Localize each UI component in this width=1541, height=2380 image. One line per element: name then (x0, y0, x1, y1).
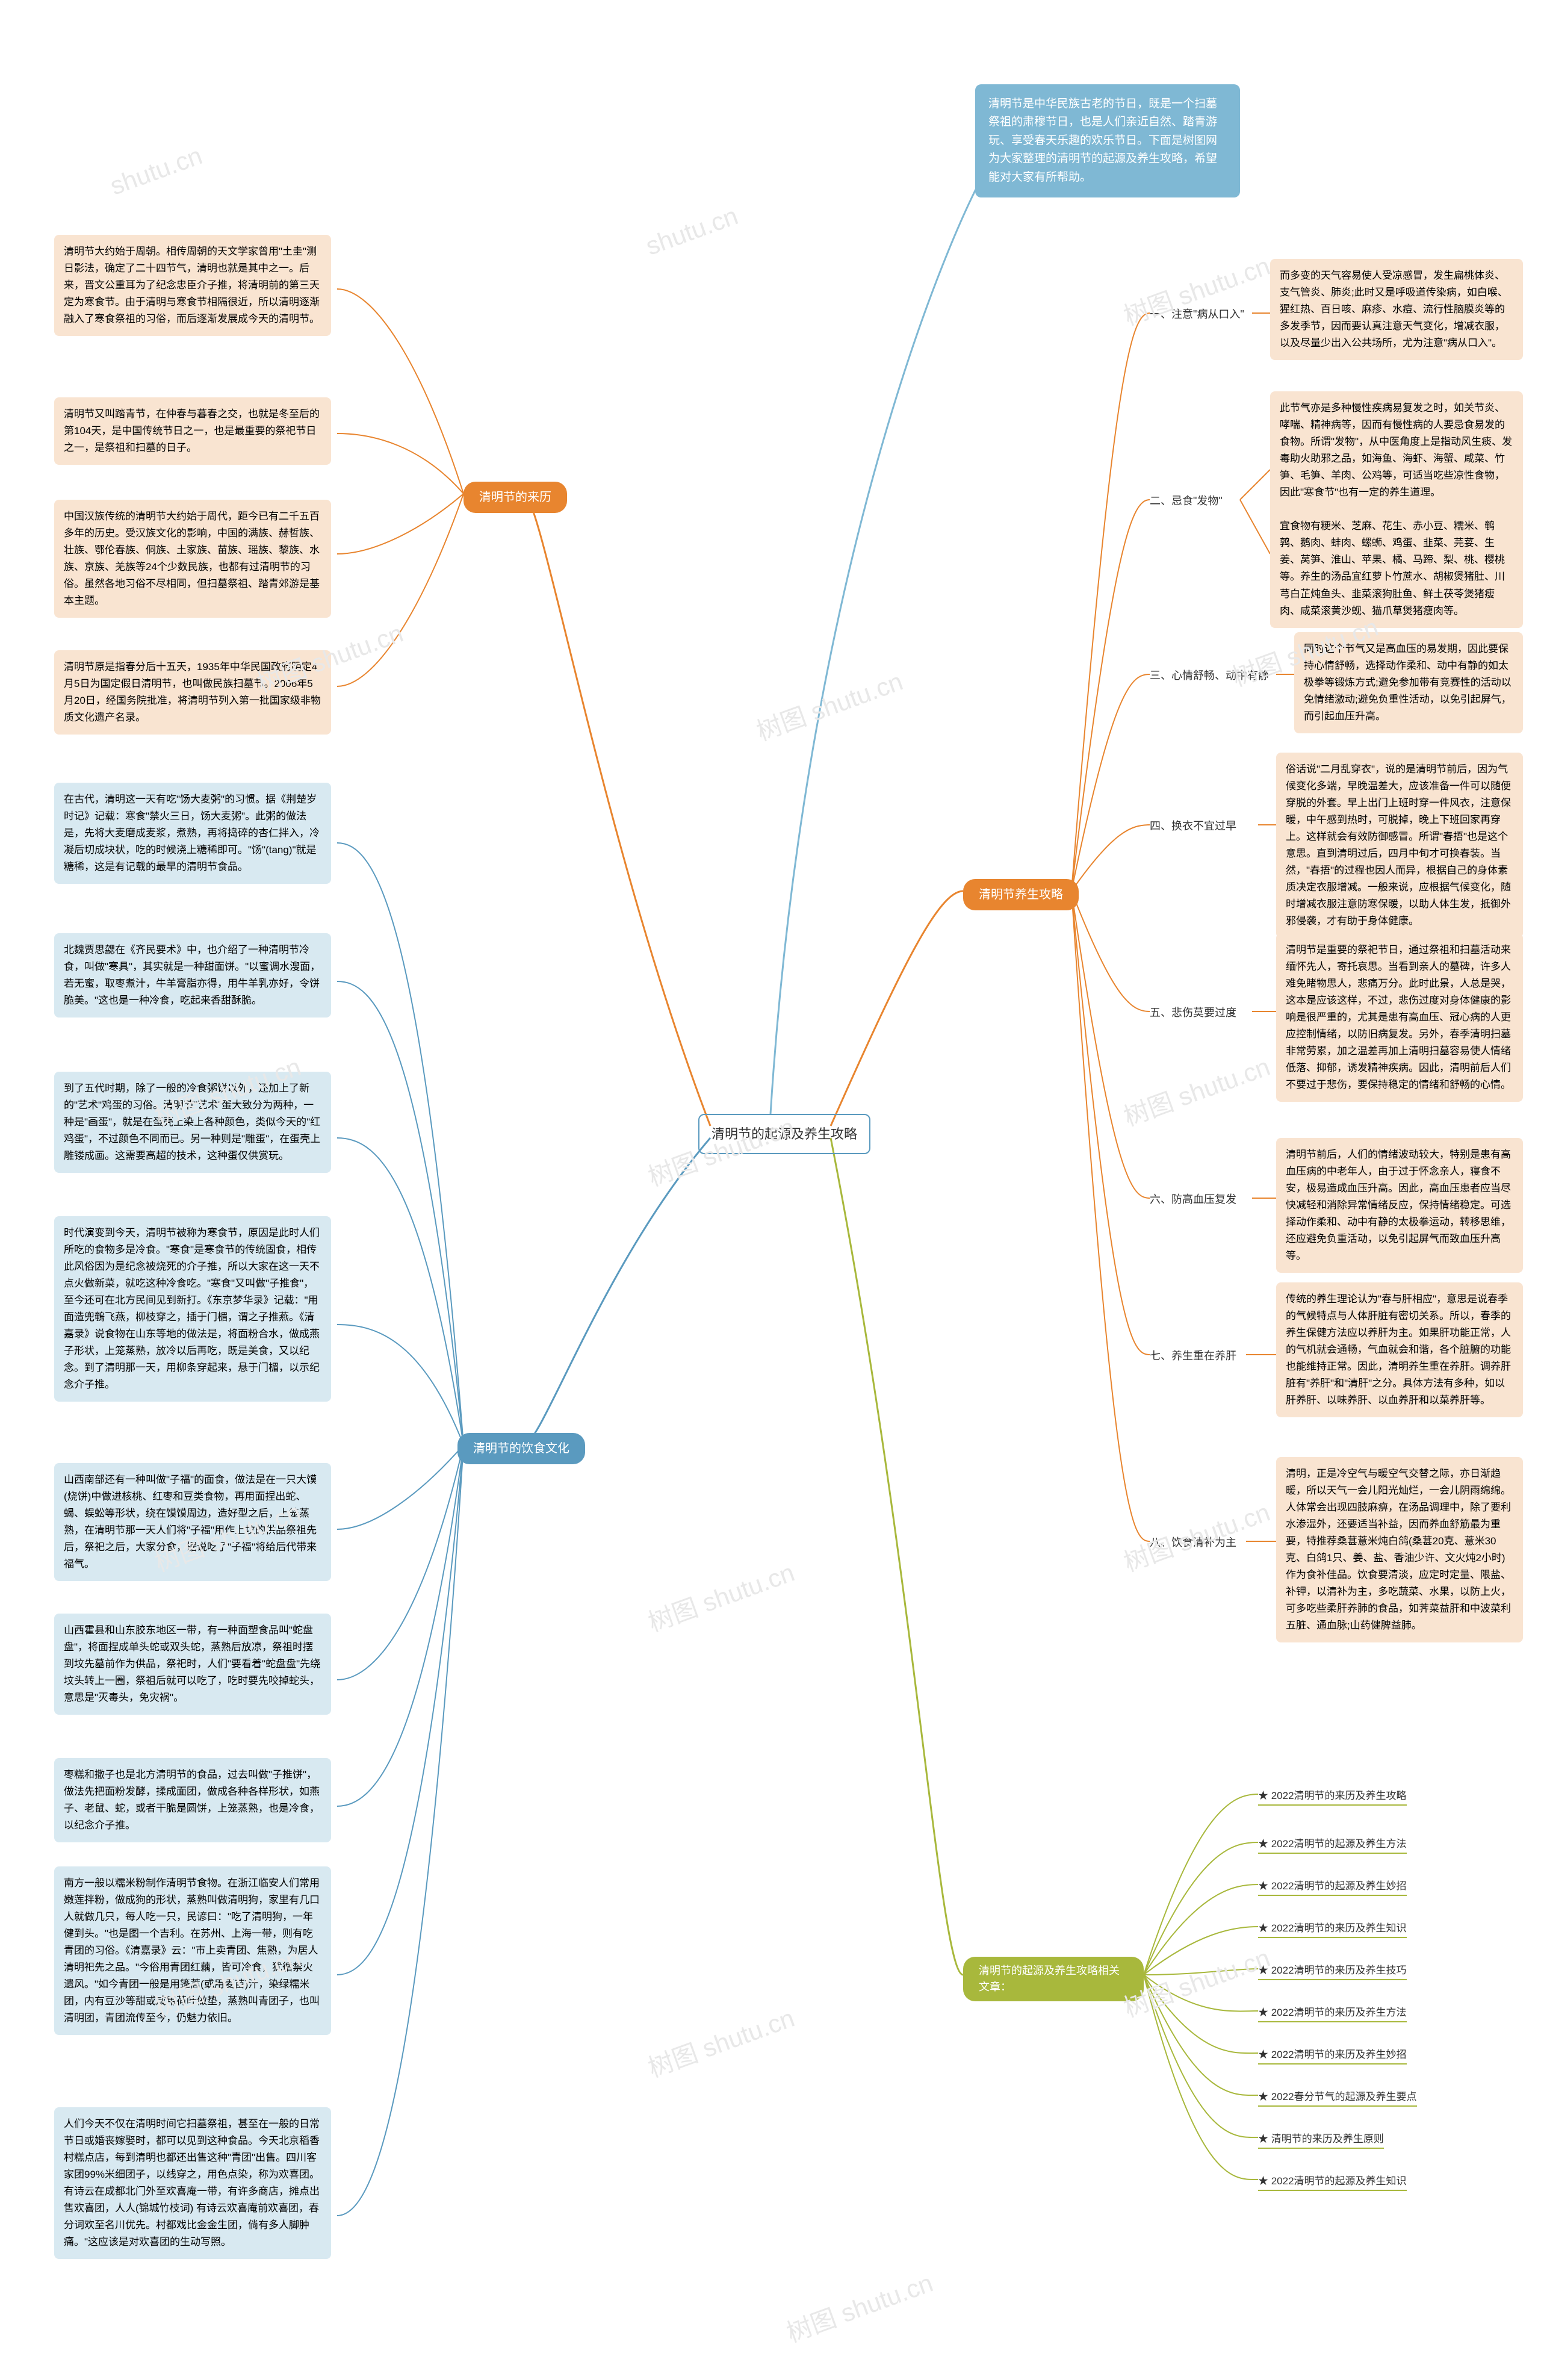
health-head-4: 五、悲伤莫要过度 (1150, 1004, 1236, 1020)
health-body-6: 传统的养生理论认为"春与肝相应"，意思是说春季的气候特点与人体肝脏有密切关系。所… (1276, 1282, 1523, 1417)
food-leaf-3: 时代演变到今天，清明节被称为寒食节，原因是此时人们所吃的食物多是冷食。"寒食"是… (54, 1216, 331, 1402)
related-link-8[interactable]: ★ 清明节的来历及养生原则 (1258, 2130, 1384, 2149)
food-leaf-0: 在古代，清明这一天有吃"饧大麦粥"的习惯。据《荆楚岁时记》记载：寒食"禁火三日，… (54, 783, 331, 884)
food-leaf-1: 北魏贾思勰在《齐民要术》中，也介绍了一种清明节冷食，叫做"寒具"，其实就是一种甜… (54, 933, 331, 1018)
branch-health: 清明节养生攻略 (963, 879, 1079, 910)
health-head-3: 四、换衣不宜过早 (1150, 818, 1236, 833)
branch-history-label: 清明节的来历 (479, 491, 551, 504)
related-link-9[interactable]: ★ 2022清明节的起源及养生知识 (1258, 2172, 1407, 2191)
related-link-2[interactable]: ★ 2022清明节的起源及养生妙招 (1258, 1877, 1407, 1896)
branch-health-label: 清明节养生攻略 (979, 888, 1063, 901)
health-body-4: 清明节是重要的祭祀节日，通过祭祖和扫墓活动来缅怀先人，寄托哀思。当看到亲人的墓碑… (1276, 933, 1523, 1102)
related-link-6[interactable]: ★ 2022清明节的来历及养生妙招 (1258, 2046, 1407, 2065)
related-link-1[interactable]: ★ 2022清明节的起源及养生方法 (1258, 1835, 1407, 1854)
branch-history: 清明节的来历 (464, 482, 567, 513)
related-link-3[interactable]: ★ 2022清明节的来历及养生知识 (1258, 1919, 1407, 1938)
health-head-7: 八、饮食清补为主 (1150, 1534, 1236, 1550)
intro-text: 清明节是中华民族古老的节日，既是一个扫墓祭祖的肃穆节日，也是人们亲近自然、踏青游… (988, 98, 1217, 184)
branch-food-label: 清明节的饮食文化 (473, 1442, 569, 1455)
history-leaf-1: 清明节又叫踏青节，在仲春与暮春之交，也就是冬至后的第104天，是中国传统节日之一… (54, 397, 331, 465)
food-leaf-7: 南方一般以糯米粉制作清明节食物。在浙江临安人们常用嫩莲拌粉，做成狗的形状，蒸熟叫… (54, 1866, 331, 2035)
related-link-0[interactable]: ★ 2022清明节的来历及养生攻略 (1258, 1787, 1407, 1806)
branch-related-label: 清明节的起源及养生攻略相关文章： (979, 1965, 1120, 1993)
health-body-1: 此节气亦是多种慢性疾病易复发之时，如关节炎、哮喘、精神病等，因而有慢性病的人要忌… (1270, 391, 1523, 628)
health-body-5: 清明节前后，人们的情绪波动较大，特别是患有高血压病的中老年人，由于过于怀念亲人，… (1276, 1138, 1523, 1273)
food-leaf-6: 枣糕和撒子也是北方清明节的食品，过去叫做"子推饼"，做法先把面粉发酵，揉成面团，… (54, 1758, 331, 1842)
health-body-2: 同时这个节气又是高血压的易发期，因此要保持心情舒畅，选择动作柔和、动中有静的如太… (1294, 632, 1523, 733)
food-leaf-5: 山西霍县和山东胶东地区一带，有一种面塑食品叫"蛇盘盘"，将面捏成单头蛇或双头蛇，… (54, 1614, 331, 1715)
food-leaf-8: 人们今天不仅在清明时间它扫墓祭祖，甚至在一般的日常节日或婚丧嫁娶时，都可以见到这… (54, 2107, 331, 2259)
branch-related: 清明节的起源及养生攻略相关文章： (963, 1957, 1144, 2001)
health-head-1: 二、忌食"发物" (1150, 492, 1223, 508)
branch-food: 清明节的饮食文化 (457, 1433, 585, 1464)
center-label: 清明节的起源及养生攻略 (712, 1126, 857, 1142)
related-link-5[interactable]: ★ 2022清明节的来历及养生方法 (1258, 2004, 1407, 2022)
health-head-0: 一、注意"病从口入" (1150, 306, 1244, 322)
health-body-0: 而多变的天气容易使人受凉感冒，发生扁桃体炎、支气管炎、肺炎;此时又是呼吸道传染病… (1270, 259, 1523, 360)
related-link-7[interactable]: ★ 2022春分节气的起源及养生要点 (1258, 2088, 1417, 2107)
intro-node: 清明节是中华民族古老的节日，既是一个扫墓祭祖的肃穆节日，也是人们亲近自然、踏青游… (975, 84, 1240, 197)
history-leaf-3: 清明节原是指春分后十五天，1935年中华民国政府明定4月5日为国定假日清明节，也… (54, 650, 331, 735)
health-head-5: 六、防高血压复发 (1150, 1191, 1236, 1207)
health-body-7: 清明，正是冷空气与暖空气交替之际，亦日渐趋暖，所以天气一会儿阳光灿烂，一会儿阴雨… (1276, 1457, 1523, 1642)
history-leaf-0: 清明节大约始于周朝。相传周朝的天文学家曾用"土圭"测日影法，确定了二十四节气，清… (54, 235, 331, 336)
food-leaf-2: 到了五代时期，除了一般的冷食粥饼以外，还加上了新的"艺术"鸡蛋的习俗。清明节"艺… (54, 1072, 331, 1173)
health-body-3: 俗话说"二月乱穿衣"，说的是清明节前后，因为气候变化多端，早晚温差大，应该准备一… (1276, 753, 1523, 938)
related-link-4[interactable]: ★ 2022清明节的来历及养生技巧 (1258, 1962, 1407, 1980)
health-head-2: 三、心情舒畅、动中有静 (1150, 667, 1269, 683)
history-leaf-2: 中国汉族传统的清明节大约始于周代，距今已有二千五百多年的历史。受汉族文化的影响，… (54, 500, 331, 618)
health-head-6: 七、养生重在养肝 (1150, 1347, 1236, 1363)
food-leaf-4: 山西南部还有一种叫做"子福"的面食，做法是在一只大馍(烧饼)中做进核桃、红枣和豆… (54, 1463, 331, 1581)
center-node: 清明节的起源及养生攻略 (698, 1114, 870, 1154)
